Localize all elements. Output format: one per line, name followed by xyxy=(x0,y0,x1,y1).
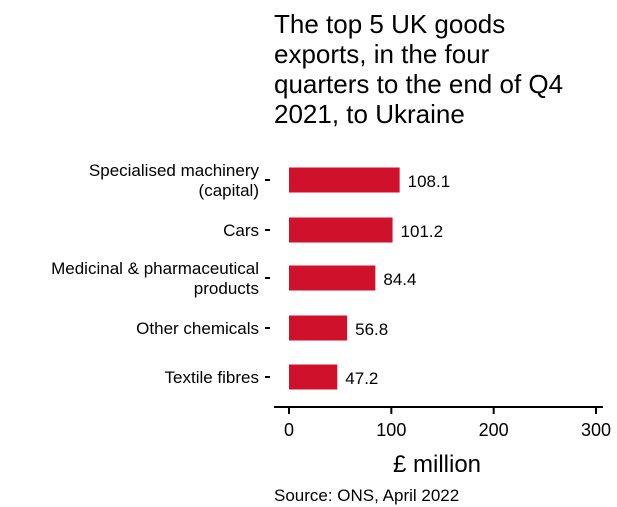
chart-title-line: 2021, to Ukraine xyxy=(274,99,465,129)
category-label: Specialised machinery xyxy=(89,161,260,180)
value-label: 84.4 xyxy=(383,270,416,289)
bar xyxy=(289,315,348,341)
chart-title-line: exports, in the four xyxy=(274,39,490,69)
category-labels: Specialised machinery(capital) Cars Medici… xyxy=(51,161,270,387)
bars-group xyxy=(289,167,400,390)
x-tick-label: 300 xyxy=(581,420,611,440)
x-tick-label: 0 xyxy=(284,420,294,440)
x-axis: 0 100 200 300 xyxy=(274,406,611,440)
value-label: 47.2 xyxy=(345,369,378,388)
category-label: Cars xyxy=(223,221,259,240)
chart-title-line: The top 5 UK goods xyxy=(274,9,505,39)
x-tick-label: 200 xyxy=(479,420,509,440)
x-tick-label: 100 xyxy=(376,420,406,440)
value-label: 56.8 xyxy=(355,320,388,339)
x-axis-label: £ million xyxy=(393,451,481,478)
category-label: products xyxy=(194,279,259,298)
category-label: Medicinal & pharmaceutical xyxy=(51,259,259,278)
value-label: 101.2 xyxy=(401,222,444,241)
value-label: 108.1 xyxy=(408,172,451,191)
value-labels: 108.1 101.2 84.4 56.8 47.2 xyxy=(345,172,450,388)
chart-title-line: quarters to the end of Q4 xyxy=(274,69,563,99)
bar xyxy=(289,167,400,193)
category-label: Other chemicals xyxy=(136,319,259,338)
bar xyxy=(289,217,393,243)
category-label: Textile fibres xyxy=(165,368,259,387)
bar xyxy=(289,265,376,291)
source-note: Source: ONS, April 2022 xyxy=(274,486,459,505)
bar xyxy=(289,364,338,390)
category-label: (capital) xyxy=(199,181,259,200)
